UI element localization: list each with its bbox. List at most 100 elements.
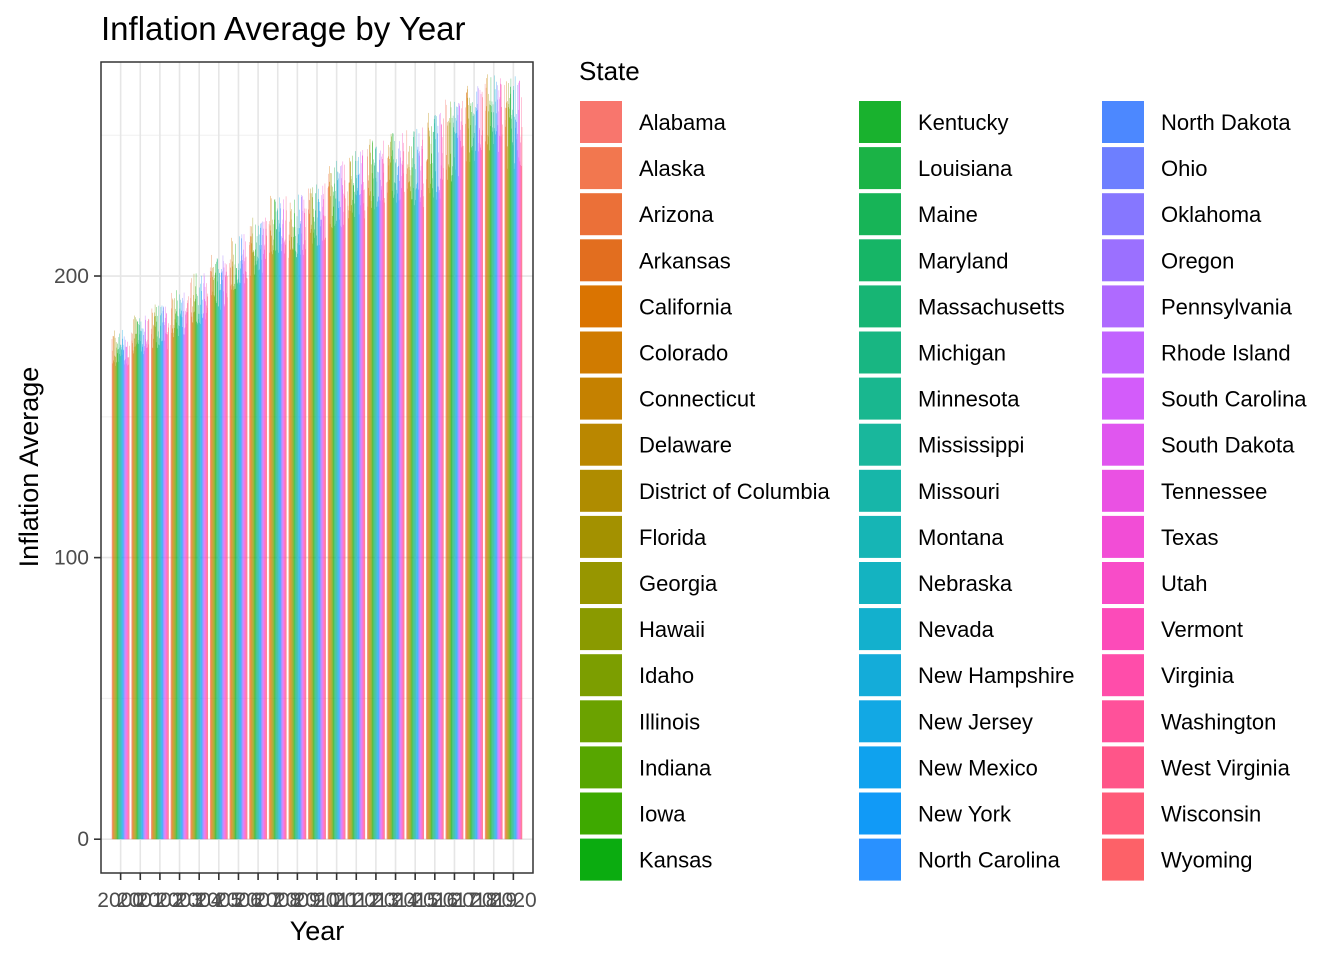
legend-label: Oregon	[1161, 248, 1234, 273]
legend-label: Rhode Island	[1161, 341, 1291, 366]
legend-key	[580, 562, 622, 604]
x-tick-label: 2013	[353, 889, 400, 912]
legend-key	[859, 562, 901, 604]
x-tick-label: 2008	[254, 889, 301, 912]
legend-key	[859, 423, 901, 466]
legend-key	[580, 423, 622, 466]
x-tick-label: 2004	[176, 889, 223, 912]
legend-label: North Carolina	[918, 848, 1061, 873]
legend-key	[1102, 377, 1144, 420]
legend-key	[580, 377, 622, 420]
legend-label: Alaska	[639, 156, 706, 181]
x-tick-label: 2002	[137, 889, 184, 912]
legend-label: Colorado	[639, 341, 728, 366]
bars	[111, 74, 523, 840]
legend-key	[1102, 193, 1144, 236]
legend-label: Maine	[918, 202, 978, 227]
x-tick-label: 2016	[411, 889, 458, 912]
legend-key	[1102, 101, 1144, 143]
x-tick-label: 2019	[470, 889, 517, 912]
legend-label: Alabama	[639, 110, 727, 135]
legend-label: Delaware	[639, 433, 732, 458]
legend-key	[859, 469, 901, 512]
legend-key	[859, 746, 901, 789]
x-tick-label: 2001	[117, 889, 164, 912]
legend-key	[859, 700, 901, 743]
legend-key	[580, 608, 622, 651]
legend-key	[1102, 515, 1144, 558]
legend-label: Connecticut	[639, 387, 755, 412]
legend-label: Oklahoma	[1161, 202, 1262, 227]
legend-key	[1102, 331, 1144, 374]
legend-label: Arizona	[639, 202, 714, 227]
legend-label: Arkansas	[639, 248, 731, 273]
legend-key	[1102, 239, 1144, 282]
y-axis: 0 100 200	[54, 265, 101, 851]
legend-key	[1102, 700, 1144, 743]
legend-label: Iowa	[639, 802, 686, 827]
legend-key	[1102, 792, 1144, 835]
legend-label: Wyoming	[1161, 848, 1253, 873]
x-tick-label: 2003	[156, 889, 203, 912]
legend-key	[859, 377, 901, 420]
legend-label: Ohio	[1161, 156, 1207, 181]
legend-label: Montana	[918, 525, 1004, 550]
legend-label: Missouri	[918, 479, 1000, 504]
legend-key	[1102, 608, 1144, 651]
legend-key	[580, 285, 622, 328]
y-tick-label: 0	[77, 828, 89, 851]
chart-title: Inflation Average by Year	[101, 10, 466, 47]
legend-key	[859, 193, 901, 236]
legend-key	[1102, 285, 1144, 328]
legend-label: South Dakota	[1161, 433, 1295, 458]
legend-label: Nebraska	[918, 571, 1013, 596]
x-tick-label: 2018	[451, 889, 498, 912]
legend-key	[859, 101, 901, 143]
legend-key	[859, 239, 901, 282]
legend-label: New Jersey	[918, 709, 1033, 734]
legend-key	[580, 331, 622, 374]
legend-label: North Dakota	[1161, 110, 1291, 135]
x-tick-label: 2020	[490, 889, 537, 912]
legend-key	[1102, 562, 1144, 604]
x-tick-label: 2014	[372, 889, 419, 912]
x-tick-label: 2007	[235, 889, 282, 912]
legend-label: Indiana	[639, 755, 712, 780]
legend-key	[859, 654, 901, 697]
x-tick-label: 2009	[274, 889, 321, 912]
legend-label: Pennsylvania	[1161, 294, 1293, 319]
legend-label: Virginia	[1161, 663, 1235, 688]
legend-label: Louisiana	[918, 156, 1013, 181]
legend-label: New Mexico	[918, 755, 1038, 780]
legend-key	[859, 608, 901, 651]
legend-key	[580, 700, 622, 743]
legend-key	[580, 515, 622, 558]
legend-label: Massachusetts	[918, 294, 1065, 319]
legend-label: Georgia	[639, 571, 718, 596]
legend-key	[859, 331, 901, 374]
legend-key	[859, 792, 901, 835]
legend-label: Washington	[1161, 709, 1276, 734]
legend-label: Maryland	[918, 248, 1008, 273]
legend-key	[1102, 147, 1144, 190]
legend-key	[580, 101, 622, 143]
legend-key	[859, 285, 901, 328]
legend-label: California	[639, 294, 733, 319]
legend-key	[1102, 838, 1144, 881]
legend-label: Kansas	[639, 848, 712, 873]
x-axis-title: Year	[290, 916, 345, 946]
legend-key	[580, 792, 622, 835]
x-tick-label: 2017	[431, 889, 478, 912]
y-tick-label: 200	[54, 265, 89, 288]
legend: Alabama Alaska Arizona Arkansas California Co…	[580, 101, 1307, 881]
legend-label: Idaho	[639, 663, 694, 688]
legend-label: Wisconsin	[1161, 802, 1261, 827]
legend-key	[1102, 654, 1144, 697]
legend-label: South Carolina	[1161, 387, 1307, 412]
x-tick-label: 2006	[215, 889, 262, 912]
y-axis-title: Inflation Average	[14, 367, 44, 568]
legend-label: Tennessee	[1161, 479, 1267, 504]
legend-label: District of Columbia	[639, 479, 830, 504]
legend-label: Vermont	[1161, 617, 1243, 642]
x-tick-label: 2012	[333, 889, 380, 912]
